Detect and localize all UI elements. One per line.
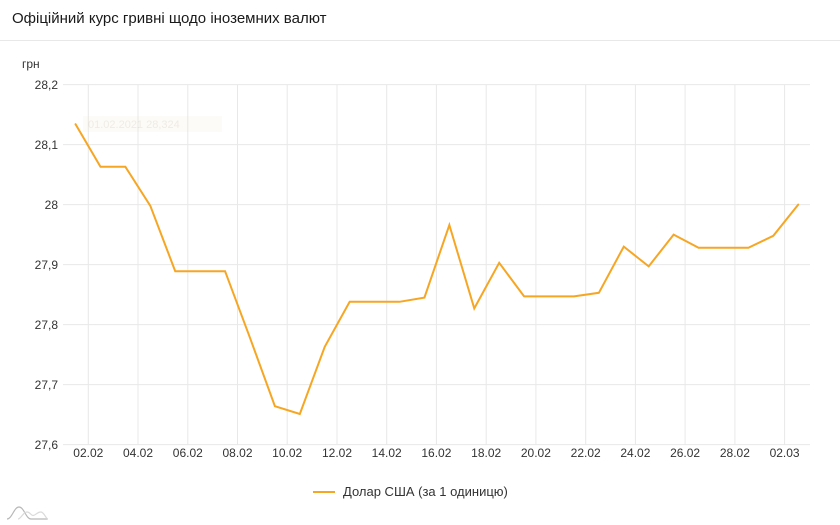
svg-text:12.02: 12.02 xyxy=(322,446,352,460)
svg-text:26.02: 26.02 xyxy=(670,446,700,460)
svg-text:грн: грн xyxy=(22,57,40,71)
svg-text:27,8: 27,8 xyxy=(35,318,59,332)
svg-text:08.02: 08.02 xyxy=(222,446,252,460)
svg-text:06.02: 06.02 xyxy=(173,446,203,460)
svg-text:22.02: 22.02 xyxy=(571,446,601,460)
svg-text:16.02: 16.02 xyxy=(421,446,451,460)
svg-text:01.02.2021 28,324: 01.02.2021 28,324 xyxy=(88,119,180,131)
svg-text:04.02: 04.02 xyxy=(123,446,153,460)
svg-text:28.02: 28.02 xyxy=(720,446,750,460)
svg-text:27,9: 27,9 xyxy=(35,258,59,272)
svg-text:10.02: 10.02 xyxy=(272,446,302,460)
svg-text:28: 28 xyxy=(45,198,59,212)
svg-text:27,6: 27,6 xyxy=(35,438,59,452)
svg-text:28,2: 28,2 xyxy=(35,78,59,92)
svg-text:20.02: 20.02 xyxy=(521,446,551,460)
svg-text:24.02: 24.02 xyxy=(620,446,650,460)
svg-text:02.02: 02.02 xyxy=(73,446,103,460)
svg-text:28,1: 28,1 xyxy=(35,138,59,152)
svg-text:27,7: 27,7 xyxy=(35,378,59,392)
svg-text:18.02: 18.02 xyxy=(471,446,501,460)
svg-text:02.03: 02.03 xyxy=(770,446,800,460)
svg-text:14.02: 14.02 xyxy=(372,446,402,460)
